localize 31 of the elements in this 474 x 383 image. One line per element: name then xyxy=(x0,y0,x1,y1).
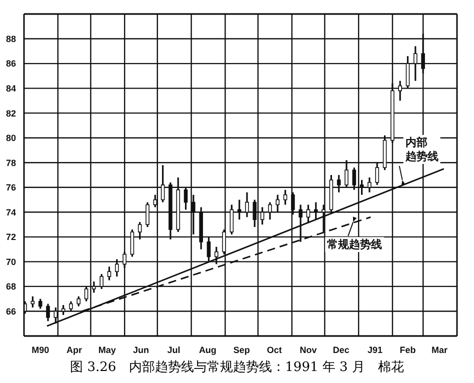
y-tick-label: 74 xyxy=(6,207,16,218)
y-tick-label: 70 xyxy=(6,256,16,267)
candlestick xyxy=(76,296,81,308)
x-tick-label: Apr xyxy=(66,345,83,355)
y-tick-label: 66 xyxy=(6,306,16,316)
x-tick-label: Jun xyxy=(132,345,150,355)
y-tick-label: 76 xyxy=(6,182,16,193)
y-tick-label: 88 xyxy=(6,34,16,44)
y-tick-label: 80 xyxy=(6,133,16,144)
y-tick-label: 78 xyxy=(6,158,16,168)
text: 图 3.26 内部趋势线与常规趋势线：1991 年 3 月 棉花 xyxy=(69,359,405,376)
y-tick-label: 84 xyxy=(6,84,16,94)
y-tick-label: 86 xyxy=(6,58,16,69)
candlestick xyxy=(283,189,288,206)
x-tick-label: Mar xyxy=(431,345,448,355)
x-tick-label: Dec xyxy=(332,345,350,355)
x-tick-label: Oct xyxy=(266,345,282,355)
x-tick-label: Sep xyxy=(233,345,250,355)
annotation: 内部趋势线 xyxy=(404,136,438,163)
x-tick-label: Jul xyxy=(167,345,180,355)
y-tick-label: 72 xyxy=(6,232,16,242)
annotation: 常规趋势线 xyxy=(327,238,382,252)
x-tick-label: Nov xyxy=(300,345,317,355)
x-tick-label: Feb xyxy=(400,345,416,355)
x-tick-label: M90 xyxy=(32,345,50,355)
x-tick-label: J91 xyxy=(367,345,383,355)
x-tick-label: May xyxy=(98,345,116,355)
y-tick-label: 82 xyxy=(6,108,16,118)
candlestick xyxy=(107,266,112,282)
y-tick-label: 68 xyxy=(6,282,16,292)
x-tick-label: Aug xyxy=(198,345,216,355)
